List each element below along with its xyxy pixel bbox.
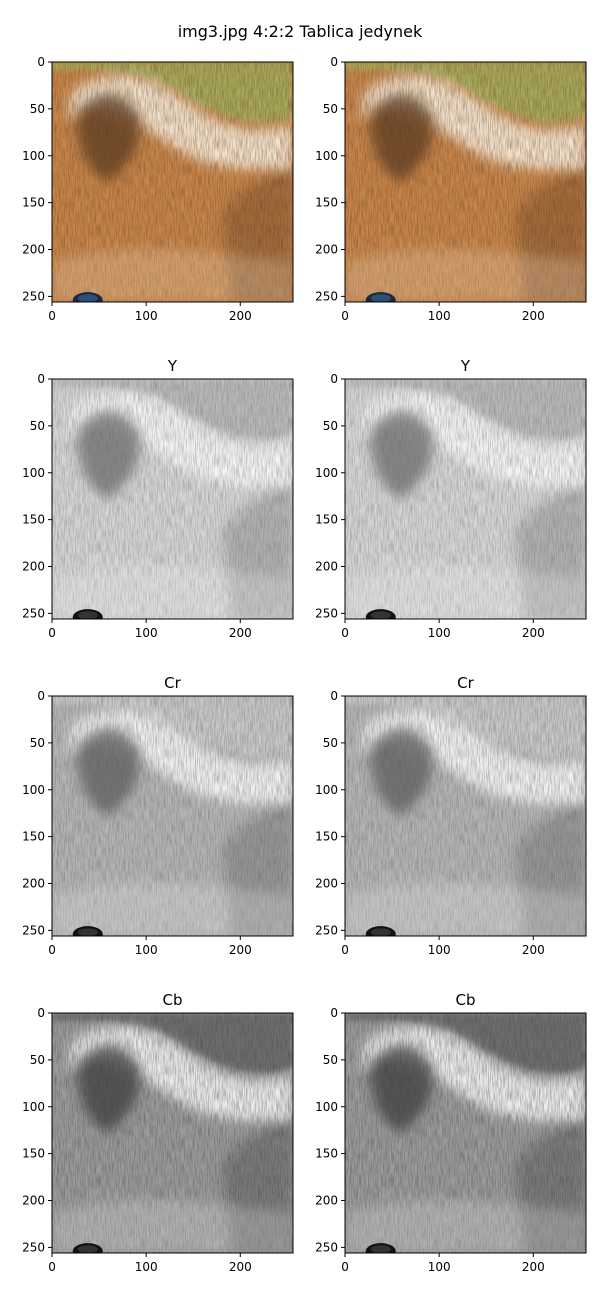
subplot-title: Cr	[457, 674, 474, 692]
y-tick-label: 100	[315, 466, 338, 480]
axes-frame	[344, 378, 587, 620]
y-tick-label: 250	[22, 923, 45, 937]
x-tick-label: 0	[341, 626, 349, 640]
y-tick-label: 50	[30, 419, 45, 433]
y-tick-label: 0	[37, 1006, 45, 1020]
y-tick-label: 150	[315, 513, 338, 527]
x-tick-label: 200	[522, 1260, 545, 1274]
y-tick-label: 50	[323, 419, 338, 433]
y-tick-label: 100	[22, 1100, 45, 1114]
x-tick-label: 200	[522, 943, 545, 957]
y-tick-label: 0	[37, 55, 45, 69]
x-tick-label: 200	[229, 1260, 252, 1274]
x-tick-label: 100	[135, 943, 158, 957]
y-tick-label: 200	[315, 877, 338, 891]
subplot-cr-2: Cr 0 100 200 0 50 100 150 200 250	[315, 674, 587, 957]
y-tick-label: 50	[323, 102, 338, 116]
x-tick-label: 200	[229, 943, 252, 957]
y-tick-label: 250	[315, 289, 338, 303]
subplot-title: Cb	[163, 991, 183, 1009]
x-tick-label: 100	[428, 309, 451, 323]
y-tick-label: 100	[315, 1100, 338, 1114]
subplot-y-2: Y 0 100 200 0 50 100 150 200 250	[315, 357, 587, 640]
x-tick-label: 100	[135, 309, 158, 323]
y-tick-label: 0	[330, 372, 338, 386]
y-tick-label: 200	[22, 560, 45, 574]
axes-frame	[51, 1012, 294, 1254]
subplot-title: Cb	[456, 991, 476, 1009]
y-tick-label: 150	[315, 830, 338, 844]
y-tick-label: 100	[22, 466, 45, 480]
y-tick-label: 0	[330, 689, 338, 703]
y-tick-label: 150	[22, 196, 45, 210]
axes-frame	[344, 1012, 587, 1254]
y-tick-label: 0	[330, 1006, 338, 1020]
y-tick-label: 250	[315, 606, 338, 620]
x-tick-label: 100	[428, 943, 451, 957]
y-tick-label: 250	[22, 1240, 45, 1254]
y-tick-label: 200	[315, 243, 338, 257]
subplot-title: Y	[460, 357, 471, 375]
y-tick-label: 150	[22, 830, 45, 844]
subplot-cb-2: Cb 0 100 200 0 50 100 150 200 250	[315, 991, 587, 1274]
x-tick-label: 0	[48, 1260, 56, 1274]
y-tick-label: 50	[323, 736, 338, 750]
axes-frame	[51, 61, 294, 303]
y-tick-label: 250	[315, 1240, 338, 1254]
x-tick-label: 200	[229, 309, 252, 323]
x-tick-label: 0	[341, 309, 349, 323]
y-tick-label: 200	[315, 1194, 338, 1208]
y-tick-label: 150	[315, 196, 338, 210]
x-tick-label: 100	[135, 1260, 158, 1274]
y-tick-label: 150	[22, 1147, 45, 1161]
x-tick-label: 0	[48, 309, 56, 323]
axes-frame	[344, 61, 587, 303]
subplot-rgb-2: 0 100 200 0 50 100 150 200 250	[315, 55, 587, 323]
subplot-title: Cr	[164, 674, 181, 692]
subplot-rgb-1: 0 100 200 0 50 100 150 200 250	[22, 55, 294, 323]
y-tick-label: 100	[315, 149, 338, 163]
x-tick-label: 0	[341, 943, 349, 957]
y-tick-label: 200	[22, 1194, 45, 1208]
x-tick-label: 100	[428, 626, 451, 640]
y-tick-label: 100	[315, 783, 338, 797]
y-tick-label: 0	[37, 372, 45, 386]
y-tick-label: 50	[30, 102, 45, 116]
y-tick-label: 50	[30, 736, 45, 750]
y-tick-label: 250	[22, 289, 45, 303]
y-tick-label: 250	[315, 923, 338, 937]
y-tick-label: 150	[22, 513, 45, 527]
x-tick-label: 100	[428, 1260, 451, 1274]
y-tick-label: 150	[315, 1147, 338, 1161]
subplot-y-1: Y 0 100 200 0 50 100 150 200 250	[22, 357, 294, 640]
figure-title: img3.jpg 4:2:2 Tablica jedynek	[177, 22, 423, 41]
subplot-cb-1: Cb 0 100 200 0 50 100 150 200 250	[22, 991, 294, 1274]
x-tick-label: 0	[48, 943, 56, 957]
subplot-cr-1: Cr 0 100 200 0 50 100 150 200 250	[22, 674, 294, 957]
x-tick-label: 200	[229, 626, 252, 640]
x-tick-label: 100	[135, 626, 158, 640]
x-tick-label: 0	[48, 626, 56, 640]
axes-frame	[344, 695, 587, 937]
y-tick-label: 200	[22, 877, 45, 891]
x-tick-label: 0	[341, 1260, 349, 1274]
y-tick-label: 0	[37, 689, 45, 703]
y-tick-label: 100	[22, 149, 45, 163]
y-tick-label: 200	[315, 560, 338, 574]
axes-frame	[51, 695, 294, 937]
y-tick-label: 0	[330, 55, 338, 69]
x-tick-label: 200	[522, 309, 545, 323]
y-tick-label: 50	[323, 1053, 338, 1067]
axes-frame	[51, 378, 294, 620]
y-tick-label: 200	[22, 243, 45, 257]
y-tick-label: 250	[22, 606, 45, 620]
y-tick-label: 50	[30, 1053, 45, 1067]
x-tick-label: 200	[522, 626, 545, 640]
y-tick-label: 100	[22, 783, 45, 797]
subplot-title: Y	[167, 357, 178, 375]
